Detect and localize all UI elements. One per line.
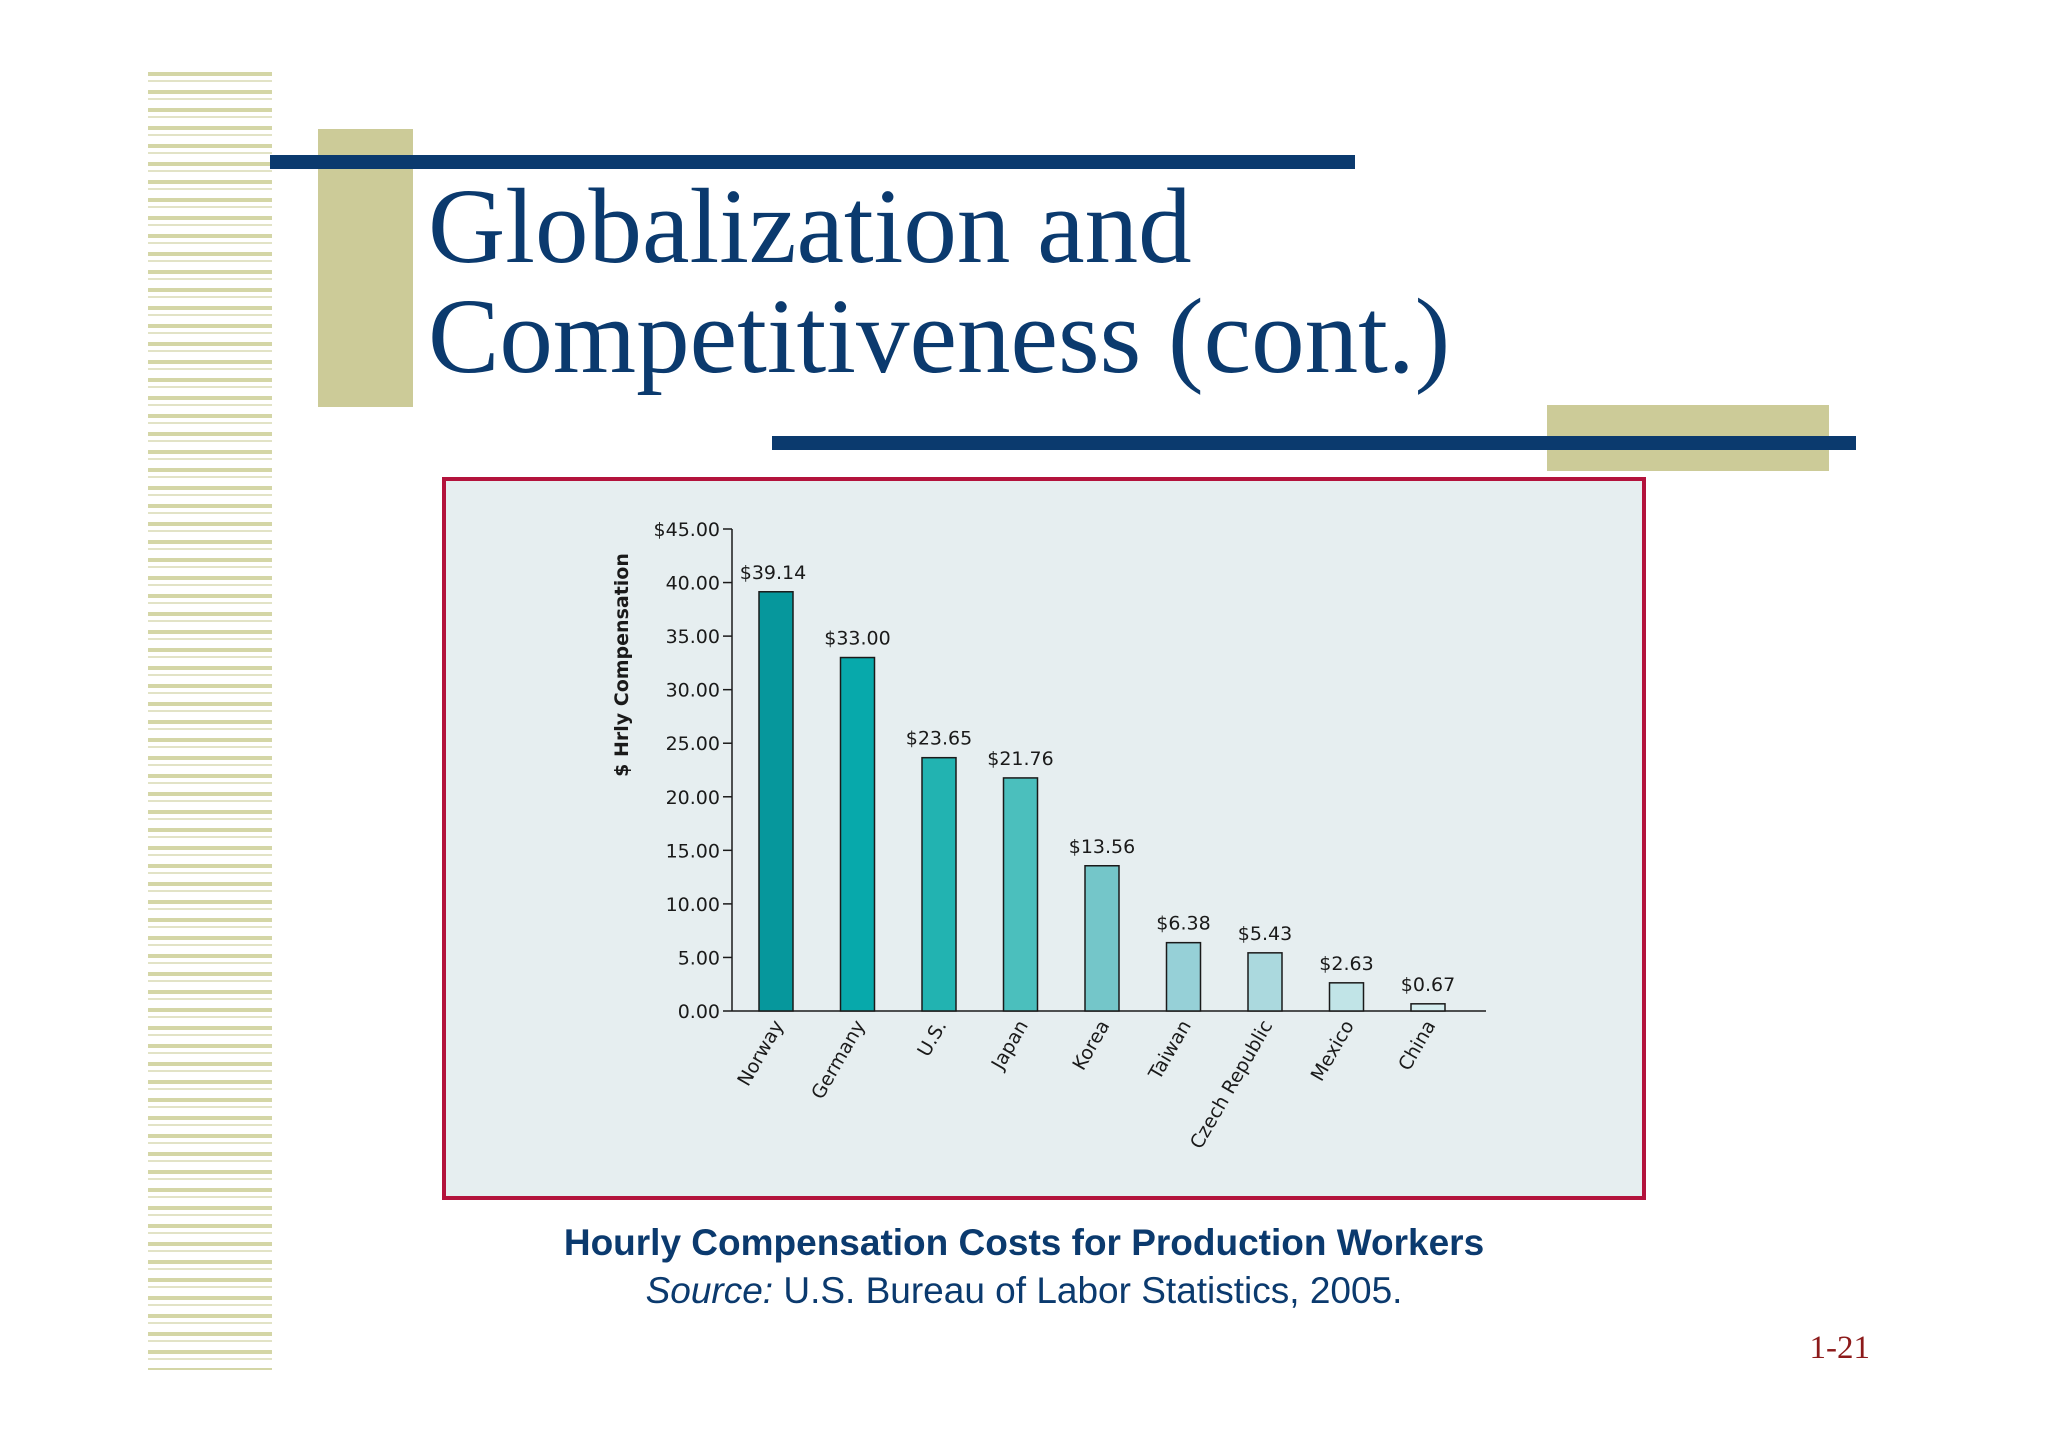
y-axis-label: $ Hrly Compensation [611,553,633,777]
data-label: $0.67 [1401,974,1455,996]
x-tick-label: Czech Republic [1186,1017,1277,1153]
y-tick-label: 30.00 [666,680,720,702]
chart-frame: $39.14 $33.00 $23.65 $21.76 $13.56 $6.38 $5.43… [442,477,1646,1200]
y-tick-label: 20.00 [666,787,720,809]
data-label: $39.14 [740,562,806,584]
bar-korea [1084,865,1120,1012]
bar-u-s- [921,756,957,1012]
source-text: U.S. Bureau of Labor Statistics, 2005. [773,1270,1403,1311]
title-bottom-rule [772,436,1856,450]
bar-japan [1002,777,1039,1012]
y-tick-label: 10.00 [666,894,720,916]
slide-title: Globalization and Competitiveness (cont.… [428,172,1450,392]
data-label: $2.63 [1319,953,1373,975]
title-accent-block [318,129,413,407]
data-label: $5.43 [1238,923,1292,945]
y-tick-label: 25.00 [666,733,720,755]
chart-data-labels: $39.14 $33.00 $23.65 $21.76 $13.56 $6.38 $5.43… [740,562,1455,996]
x-tick-label: China [1394,1017,1440,1075]
y-tick-label: 5.00 [678,947,720,969]
data-label: $23.65 [906,728,972,750]
bar-norway [758,591,794,1012]
x-tick-label: Mexico [1307,1017,1359,1085]
bar-chart: $39.14 $33.00 $23.65 $21.76 $13.56 $6.38 $5.43… [611,519,1486,1153]
data-label: $13.56 [1069,836,1135,858]
y-tick-label: 0.00 [678,1001,720,1023]
y-tick-label: 15.00 [666,840,720,862]
slide-title-line-1: Globalization and [428,168,1192,286]
chart-bars [758,591,1446,1012]
x-tick-label: U.S. [913,1017,951,1061]
source-label: Source: [645,1270,774,1311]
chart-source: Source: U.S. Bureau of Labor Statistics,… [0,1270,2048,1312]
slide-title-line-2: Competitiveness (cont.) [428,278,1451,396]
x-tick-label: Norway [733,1017,788,1090]
data-label: $21.76 [987,748,1053,770]
y-tick-label: 40.00 [666,573,720,595]
bar-germany [839,656,876,1012]
x-tick-label: Germany [807,1017,870,1104]
data-label: $6.38 [1156,913,1210,935]
y-tick-label: 35.00 [666,626,720,648]
x-tick-label: Korea [1068,1017,1114,1075]
chart-y-tick-labels: 0.00 5.00 10.00 15.00 20.00 25.00 30.00 35.00 40… [654,519,720,1023]
decorative-stripes [148,72,272,1370]
bar-china [1410,1003,1446,1012]
x-tick-label: Japan [987,1017,1033,1075]
title-top-rule [270,155,1355,169]
bar-czech-republic [1247,952,1283,1012]
data-label: $33.00 [824,628,890,650]
slide-number: 1-21 [1809,1330,1871,1366]
bar-taiwan [1165,941,1202,1012]
chart-caption: Hourly Compensation Costs for Production… [563,1222,1485,1263]
x-tick-label: Taiwan [1144,1017,1196,1085]
bar-mexico [1328,982,1365,1012]
y-tick-label: $45.00 [654,519,720,541]
